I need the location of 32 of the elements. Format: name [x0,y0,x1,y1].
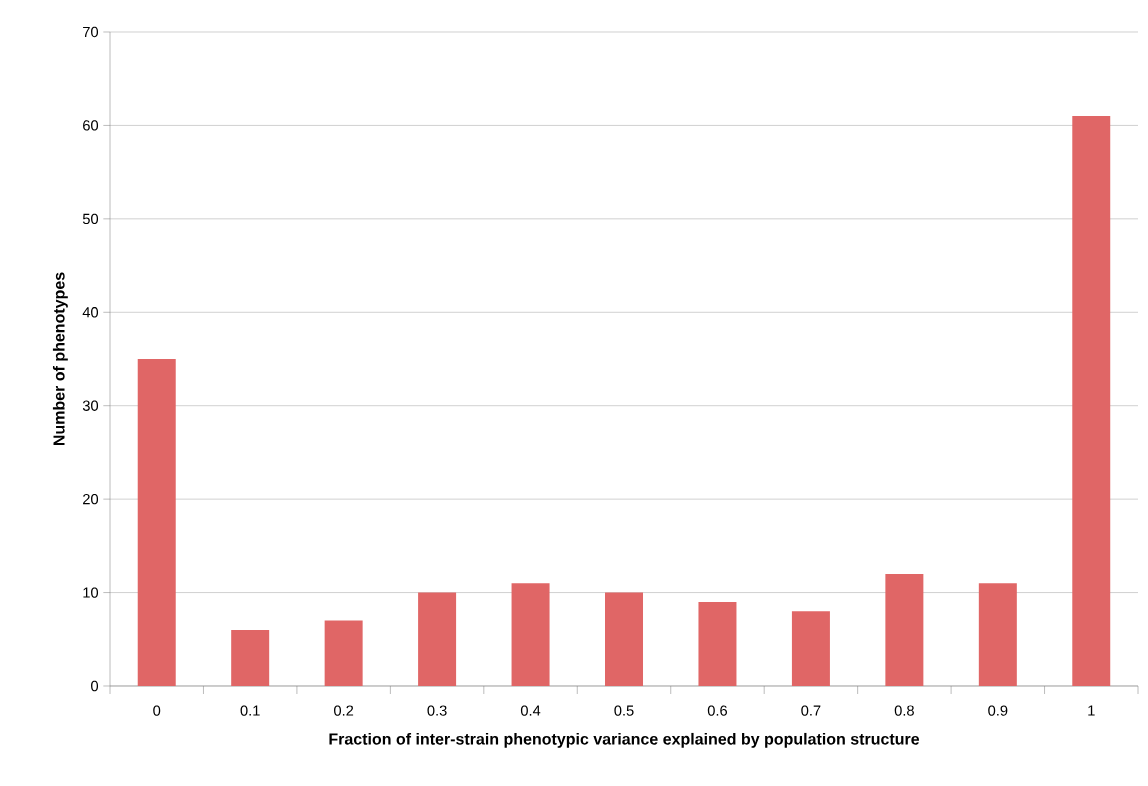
y-tick-label: 0 [91,680,99,692]
y-tick-label: 20 [83,493,99,505]
x-tick-label: 0 [153,705,161,716]
bar [418,592,457,686]
y-tick-label: 70 [83,26,99,38]
bar [137,359,176,686]
x-tick-label: 0.6 [707,705,728,716]
x-tick-label: 0.7 [801,705,821,716]
bar [978,583,1017,686]
y-tick-label: 40 [82,307,99,318]
bar [791,611,830,686]
bar [324,620,363,686]
y-tick-label: 10 [83,587,99,598]
bar [511,583,550,686]
x-tick-label: 0.5 [614,705,634,716]
bar [1072,116,1111,686]
bar [698,601,737,686]
x-tick-label: 0.2 [334,705,354,716]
bar [605,592,644,686]
x-tick-label: 0.8 [894,705,914,716]
x-tick-label: 0.3 [427,705,447,716]
y-axis-title: Number of phenotypes [52,272,68,446]
x-tick-label: 0.9 [988,705,1008,716]
y-tick-label: 60 [83,120,99,131]
x-tick-label: 0.4 [520,705,541,716]
x-axis-title: Fraction of inter-strain phenotypic variance explained by population structure [329,732,920,748]
x-tick-label: 1 [1088,705,1095,716]
bar [885,573,924,686]
x-tick-label: 0.1 [240,705,260,716]
y-tick-label: 50 [82,213,99,225]
y-tick-label: 30 [82,400,99,411]
bar [231,629,270,686]
